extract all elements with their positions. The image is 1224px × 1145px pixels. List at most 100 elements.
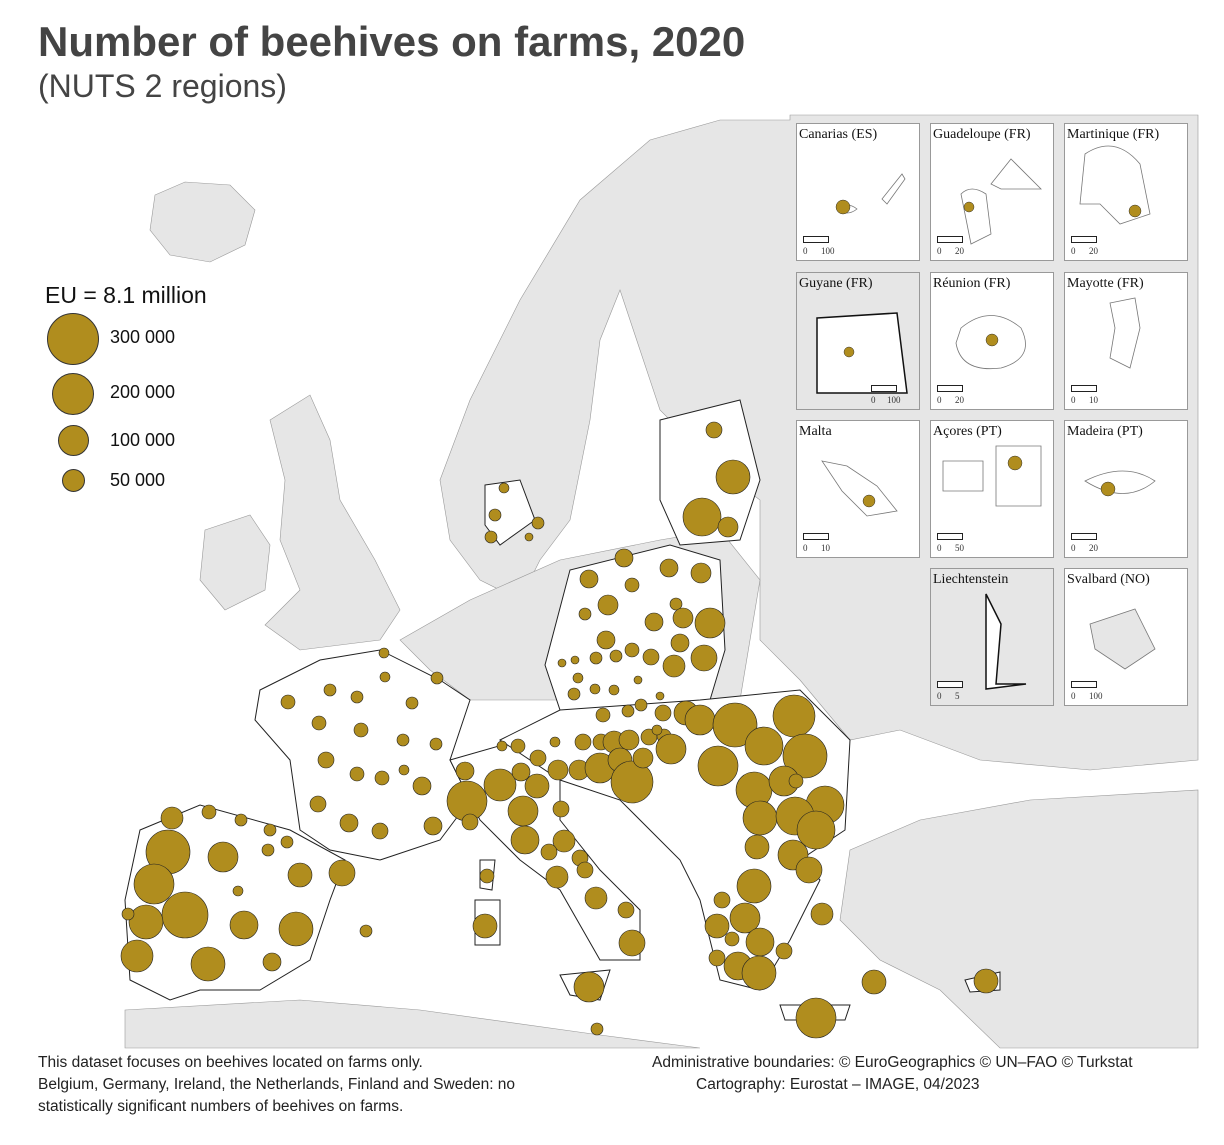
scale-min: 0 (1071, 395, 1076, 405)
region-bubble (557, 658, 567, 668)
scale-bar (803, 533, 829, 540)
inset-label: Mayotte (FR) (1067, 276, 1144, 291)
region-bubble (531, 516, 545, 530)
region-bubble (405, 696, 419, 710)
region-bubble (712, 702, 758, 748)
region-bubble (694, 607, 726, 639)
region-bubble (232, 885, 244, 897)
scale-max: 10 (1089, 395, 1098, 405)
inset-shape (942, 445, 1042, 507)
scale-min: 0 (803, 543, 808, 553)
region-bubble (745, 927, 775, 957)
region-bubble (589, 683, 601, 695)
scale-min: 0 (937, 543, 942, 553)
inset-mayotte-fr: Mayotte (FR) 0 10 (1064, 272, 1188, 410)
region-bubble (617, 901, 635, 919)
region-bubble (597, 594, 619, 616)
region-bubble (708, 949, 726, 967)
region-bubble (651, 724, 663, 736)
region-bubble (596, 630, 616, 650)
region-bubble (496, 740, 508, 752)
inset-shape (1084, 470, 1156, 497)
region-bubble (744, 834, 770, 860)
scale-bar (937, 236, 963, 243)
region-bubble (479, 868, 495, 884)
inset-guyane-fr: Guyane (FR) 0 100 (796, 272, 920, 410)
credits-cartography: Cartography: Eurostat – IMAGE, 04/2023 (696, 1076, 980, 1093)
great-britain (264, 394, 401, 651)
region-bubble (724, 931, 740, 947)
region-bubble (234, 813, 248, 827)
region-bubble (717, 516, 739, 538)
region-bubble (287, 862, 313, 888)
region-bubble (472, 913, 498, 939)
inset-label: Réunion (FR) (933, 276, 1011, 291)
inset-shape (1089, 608, 1156, 670)
region-bubble (682, 497, 722, 537)
bubble (985, 333, 999, 347)
scale-bar (1071, 385, 1097, 392)
region-bubble (379, 671, 391, 683)
region-bubble (584, 886, 608, 910)
scale-max: 100 (887, 395, 901, 405)
region-bubble (608, 684, 620, 696)
region-bubble (339, 813, 359, 833)
region-bubble (133, 863, 175, 905)
region-bubble (278, 911, 314, 947)
region-bubble (655, 733, 687, 765)
footer-note-line: This dataset focuses on beehives located… (38, 1054, 423, 1071)
scale-max: 20 (1089, 246, 1098, 256)
scale-min: 0 (1071, 246, 1076, 256)
inset-shape (821, 460, 898, 517)
region-bubble (690, 644, 718, 672)
region-bubble (573, 971, 605, 1003)
inset-label: Liechtenstein (933, 572, 1009, 587)
region-bubble (624, 577, 640, 593)
region-bubble (684, 704, 716, 736)
turkey-land (839, 789, 1199, 1049)
region-bubble (973, 968, 999, 994)
legend-label: 200 000 (110, 382, 176, 402)
inset-shape (816, 312, 908, 394)
inset-label: Açores (PT) (933, 424, 1002, 439)
bubble (835, 199, 851, 215)
legend-title: EU = 8.1 million (45, 282, 207, 308)
inset-réunion-fr: Réunion (FR) 0 20 (930, 272, 1054, 410)
region-bubble (359, 924, 373, 938)
region-bubble (128, 904, 164, 940)
region-bubble (510, 738, 526, 754)
region-bubble (621, 704, 635, 718)
region-bubble (669, 597, 683, 611)
bubble (843, 346, 855, 358)
region-bubble (350, 690, 364, 704)
region-bubble (632, 747, 654, 769)
map-title: Number of beehives on farms, 2020 (38, 18, 746, 65)
inset-label: Svalbard (NO) (1067, 572, 1150, 587)
region-bubble (229, 910, 259, 940)
inset-malta: Malta 0 10 (796, 420, 920, 558)
scale-bar (871, 385, 897, 392)
scale-max: 10 (821, 543, 830, 553)
region-bubble (262, 952, 282, 972)
region-bubble (715, 459, 751, 495)
region-bubble (662, 654, 686, 678)
bubble (862, 494, 876, 508)
region-bubble (795, 856, 823, 884)
bubble (1007, 455, 1023, 471)
region-bubble (280, 835, 294, 849)
region-bubble (782, 733, 828, 779)
region-bubble (810, 902, 834, 926)
iceland (149, 181, 256, 263)
region-bubble (672, 607, 694, 629)
region-bubble (311, 715, 327, 731)
bubble (963, 201, 975, 213)
region-bubble (576, 861, 594, 879)
region-bubble (280, 694, 296, 710)
region-bubble (161, 891, 209, 939)
footer-note-line: statistically significant numbers of bee… (38, 1098, 404, 1115)
footer-note-line: Belgium, Germany, Ireland, the Netherlan… (38, 1076, 516, 1093)
scale-bar (1071, 236, 1097, 243)
region-bubble (633, 675, 643, 685)
region-bubble (618, 929, 646, 957)
bubble (1100, 481, 1116, 497)
